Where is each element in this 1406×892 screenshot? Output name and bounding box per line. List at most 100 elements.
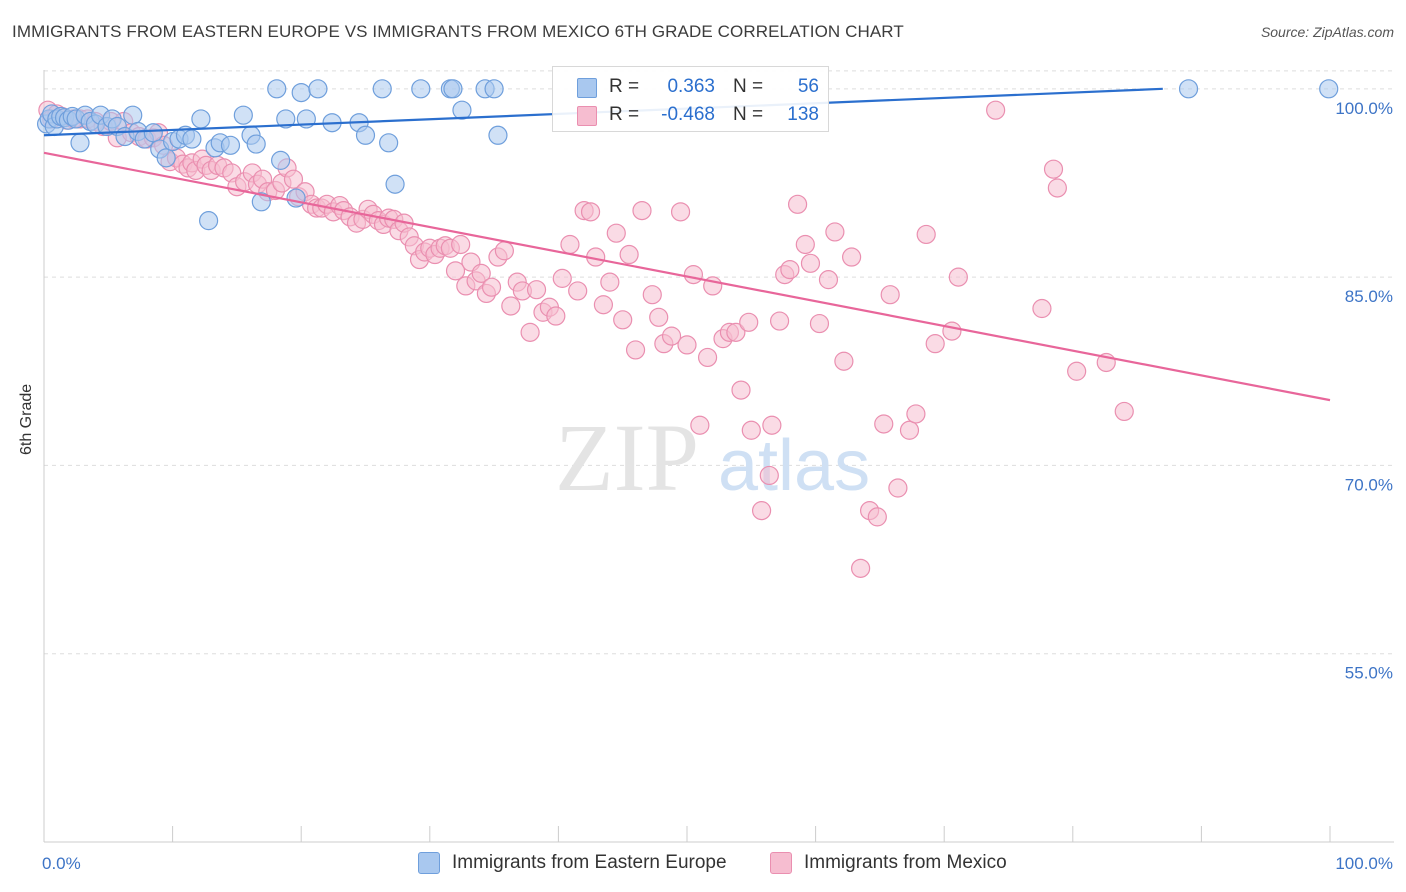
x-tick-label: 100.0% bbox=[1335, 854, 1393, 873]
mexico-point bbox=[867, 507, 887, 527]
mexico-point bbox=[842, 247, 862, 267]
tick-labels: 55.0% 70.0% 85.0% 100.0% 0.0% 100.0% bbox=[42, 99, 1393, 873]
eastern-europe-point bbox=[1319, 79, 1339, 99]
mexico-point bbox=[925, 334, 945, 354]
axes bbox=[43, 70, 1394, 843]
eastern-europe-point bbox=[385, 174, 405, 194]
eastern-europe-point bbox=[452, 100, 472, 120]
mexico-point bbox=[1032, 298, 1052, 319]
mexico-point bbox=[888, 478, 908, 498]
mexico-point bbox=[800, 253, 821, 273]
mexico-point bbox=[451, 234, 471, 255]
mexico-point bbox=[739, 312, 759, 332]
mexico-point bbox=[690, 415, 710, 435]
mexico-point bbox=[874, 414, 894, 434]
legend-label: Immigrants from Mexico bbox=[804, 852, 1007, 873]
eastern-europe-point bbox=[1178, 79, 1199, 99]
mexico-point bbox=[809, 313, 830, 334]
stats-box: R = 0.363 N = 56 R = -0.468 N = 138 bbox=[552, 66, 829, 132]
mexico-trend-line bbox=[43, 151, 1331, 402]
n-value: 56 bbox=[797, 76, 819, 97]
mexico-point bbox=[726, 322, 746, 342]
eastern-europe-point bbox=[191, 109, 211, 129]
mexico-point bbox=[625, 340, 646, 360]
r-value: 0.363 bbox=[667, 76, 715, 97]
pink-swatch bbox=[577, 106, 597, 126]
mexico-point bbox=[445, 261, 466, 281]
y-tick-label: 85.0% bbox=[1345, 287, 1393, 306]
legend-item-mexico[interactable]: Immigrants from Mexico bbox=[770, 852, 1007, 874]
mexico-point bbox=[568, 281, 588, 301]
mexico-point bbox=[787, 194, 808, 214]
eastern-europe-point bbox=[156, 148, 176, 168]
mexico-point bbox=[818, 270, 839, 290]
mexico-point bbox=[762, 415, 782, 435]
mexico-point bbox=[677, 335, 697, 355]
mexico-point bbox=[697, 347, 718, 368]
legend-swatch-pink bbox=[770, 852, 792, 874]
blue-swatch bbox=[577, 78, 597, 98]
legend: Immigrants from Eastern Europe Immigrant… bbox=[0, 852, 1406, 878]
mexico-point bbox=[986, 100, 1006, 120]
y-tick-label: 100.0% bbox=[1335, 99, 1393, 118]
mexico-point bbox=[619, 244, 639, 265]
eastern-europe-point bbox=[372, 79, 392, 99]
mexico-point bbox=[880, 285, 900, 305]
eastern-europe-point bbox=[379, 133, 399, 153]
y-tick-label: 55.0% bbox=[1345, 664, 1393, 683]
eastern-europe-point bbox=[70, 133, 90, 153]
stats-row-mexico: R = -0.468 N = 138 bbox=[553, 101, 828, 129]
r-label: R = bbox=[609, 104, 640, 125]
mexico-point bbox=[670, 202, 691, 222]
chart-title: IMMIGRANTS FROM EASTERN EUROPE VS IMMIGR… bbox=[12, 22, 904, 41]
eastern-europe-point bbox=[488, 125, 508, 145]
eastern-europe-point bbox=[267, 79, 287, 99]
r-label: R = bbox=[609, 76, 640, 97]
mexico-point bbox=[741, 420, 761, 440]
mexico-point bbox=[600, 272, 620, 292]
mexico-point bbox=[906, 404, 926, 424]
y-tick-label: 70.0% bbox=[1345, 475, 1393, 494]
mexico-point bbox=[769, 311, 790, 331]
mexico-point bbox=[731, 380, 751, 400]
x-tick-label: 0.0% bbox=[42, 854, 81, 873]
eastern-europe-point bbox=[286, 188, 306, 208]
eastern-europe-point bbox=[308, 79, 328, 99]
mexico-point bbox=[1047, 178, 1067, 198]
mexico-point bbox=[613, 310, 633, 330]
mexico-point bbox=[851, 558, 871, 578]
mexico-point bbox=[649, 307, 669, 327]
eastern-europe-point bbox=[246, 134, 266, 154]
eastern-europe-point bbox=[276, 109, 296, 129]
mexico-point bbox=[471, 263, 491, 283]
r-value: -0.468 bbox=[661, 104, 715, 125]
mexico-point bbox=[642, 285, 662, 305]
watermark-zip: ZIP bbox=[555, 404, 699, 511]
legend-item-eastern-europe[interactable]: Immigrants from Eastern Europe bbox=[418, 852, 727, 874]
watermark-atlas: atlas bbox=[718, 426, 870, 506]
eastern-europe-point bbox=[251, 192, 271, 212]
gridlines bbox=[44, 70, 1394, 655]
mexico-point bbox=[1043, 159, 1064, 179]
mexico-point bbox=[942, 321, 962, 341]
eastern-europe-point bbox=[233, 105, 253, 125]
source-label: Source: ZipAtlas.com bbox=[1260, 24, 1394, 40]
eastern-europe-point bbox=[182, 129, 202, 149]
mexico-point bbox=[759, 465, 779, 486]
mexico-point bbox=[593, 295, 614, 315]
eastern-europe-point bbox=[123, 105, 143, 125]
mexico-point bbox=[751, 501, 772, 521]
eastern-europe-point bbox=[220, 135, 241, 155]
mexico-point bbox=[560, 234, 580, 255]
mexico-point bbox=[546, 306, 566, 326]
n-value: 138 bbox=[787, 104, 819, 125]
eastern-europe-point bbox=[271, 150, 291, 170]
mexico-point bbox=[520, 322, 540, 342]
mexico-point bbox=[795, 234, 815, 255]
mexico-point bbox=[661, 326, 682, 346]
eastern-europe-points bbox=[36, 79, 1339, 231]
mexico-point bbox=[916, 224, 936, 245]
mexico-point bbox=[948, 267, 968, 287]
eastern-europe-point bbox=[443, 79, 463, 99]
